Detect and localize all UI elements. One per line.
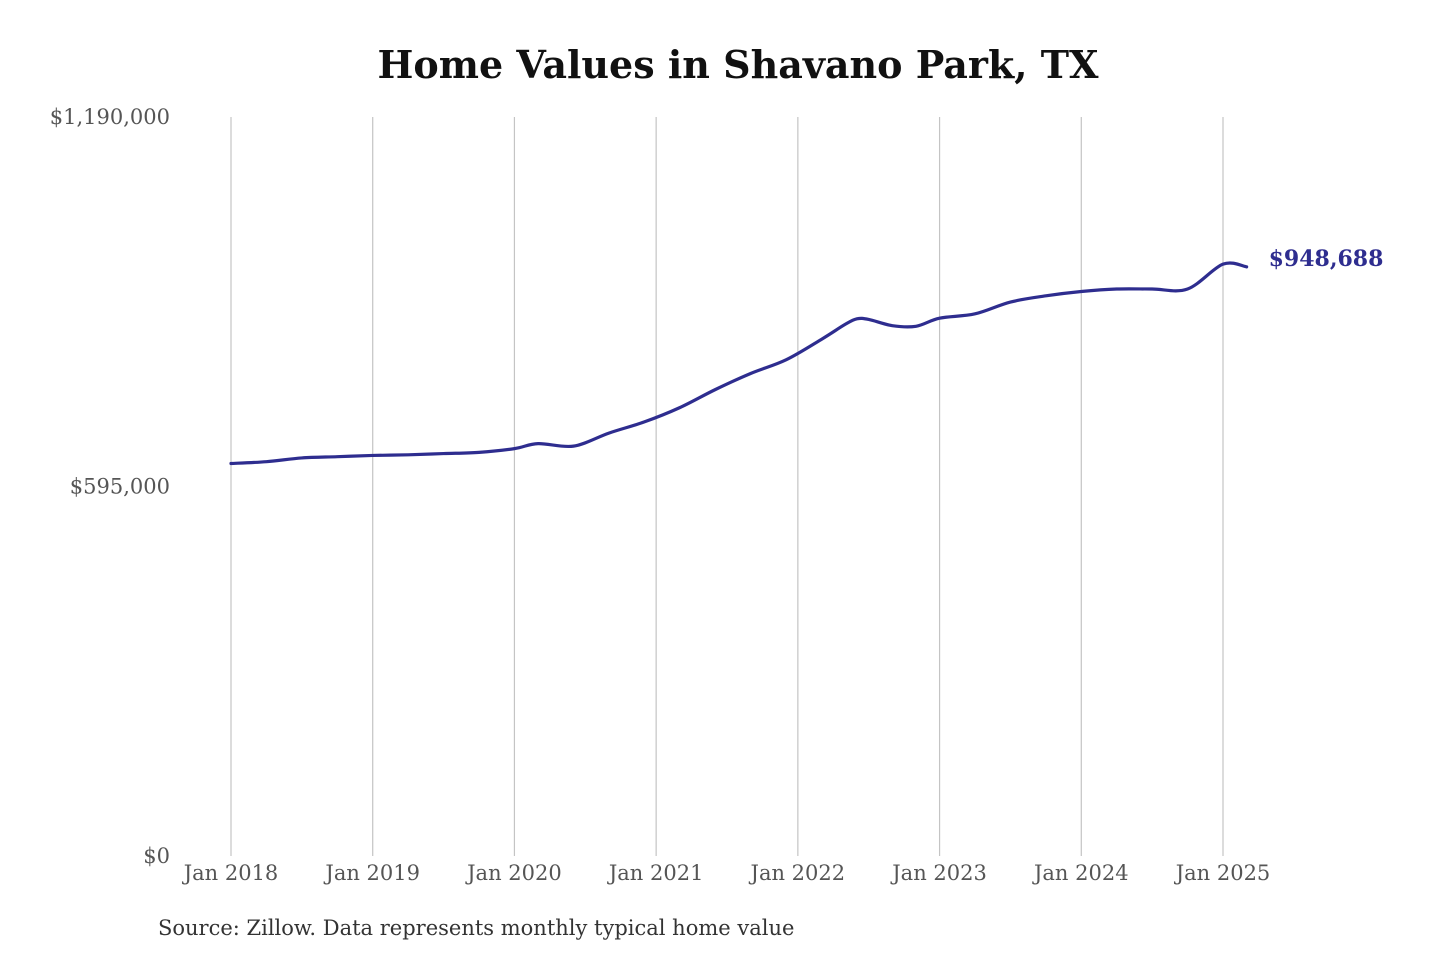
source-note: Source: Zillow. Data represents monthly … (158, 916, 795, 940)
y-tick-label: $595,000 (70, 475, 170, 499)
grid-layer (230, 117, 1224, 856)
y-tick-label: $0 (143, 844, 170, 868)
x-tick-label: Jan 2025 (1174, 861, 1271, 885)
x-tick-label: Jan 2023 (890, 861, 987, 885)
series-layer: $948,688 (229, 246, 1384, 466)
y-tick-label: $1,190,000 (50, 105, 170, 129)
series-line (229, 261, 1249, 466)
x-tick-label: Jan 2020 (465, 861, 562, 885)
x-tick-label: Jan 2024 (1032, 861, 1129, 885)
x-tick-label: Jan 2022 (749, 861, 846, 885)
chart-title: Home Values in Shavano Park, TX (377, 42, 1099, 87)
x-tick-label: Jan 2021 (607, 861, 704, 885)
x-tick-label: Jan 2018 (182, 861, 279, 885)
x-tick-label: Jan 2019 (323, 861, 420, 885)
x-axis: Jan 2018 Jan 2019 Jan 2020 Jan 2021 Jan 2022… (182, 861, 1271, 885)
end-value-label: $948,688 (1269, 246, 1384, 272)
y-axis: $0 $595,000 $1,190,000 (50, 105, 170, 868)
